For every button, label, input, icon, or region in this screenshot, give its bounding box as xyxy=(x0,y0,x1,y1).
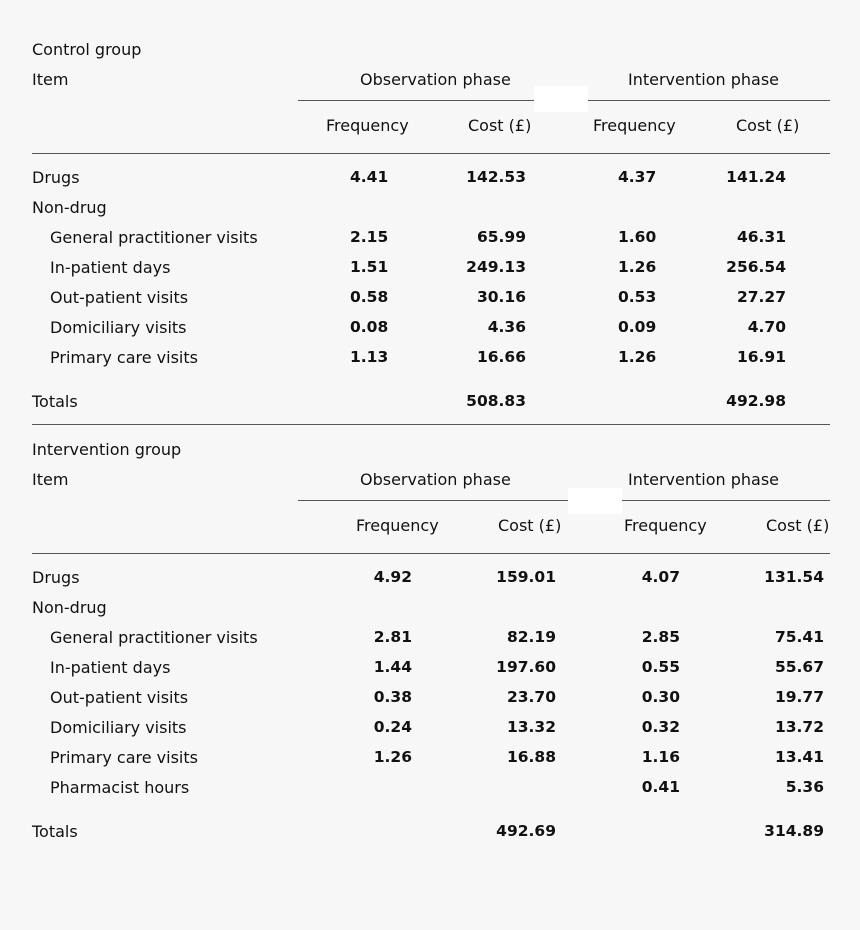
control-intervention-phase-header: Intervention phase xyxy=(628,70,780,89)
row-label: Non-drug xyxy=(32,198,107,217)
int-frequency-cell: 1.26 xyxy=(618,348,657,366)
int-cost-cell: 4.70 xyxy=(747,318,786,336)
intervention-totals-label: Totals xyxy=(32,822,78,841)
intervention-header-rule xyxy=(32,553,830,554)
row-label: In-patient days xyxy=(50,658,171,677)
int-cost-cell: 141.24 xyxy=(726,168,786,186)
obs-frequency-cell: 1.13 xyxy=(350,348,389,366)
control-group-title: Control group xyxy=(32,40,142,59)
obs-frequency-cell: 2.81 xyxy=(373,628,412,646)
int-cost-cell: 131.54 xyxy=(764,568,824,586)
intervention-int-cost-header: Cost (£) xyxy=(766,516,830,535)
control-item-header: Item xyxy=(32,70,69,89)
control-totals-int-cost: 492.98 xyxy=(726,392,786,410)
intervention-group-title: Intervention group xyxy=(32,440,182,459)
control-observation-phase-header: Observation phase xyxy=(360,70,511,89)
intervention-observation-phase-header: Observation phase xyxy=(360,470,511,489)
int-cost-cell: 16.91 xyxy=(736,348,786,366)
int-cost-cell: 27.27 xyxy=(736,288,786,306)
row-label: Primary care visits xyxy=(50,748,198,767)
intervention-intervention-phase-header: Intervention phase xyxy=(628,470,780,489)
row-label: Domiciliary visits xyxy=(50,718,187,737)
obs-frequency-cell: 0.58 xyxy=(350,288,389,306)
int-frequency-cell: 0.09 xyxy=(618,318,657,336)
obs-cost-cell: 23.70 xyxy=(506,688,556,706)
control-rule-gap xyxy=(534,86,588,112)
intervention-phase-rule xyxy=(298,500,830,501)
row-label: Pharmacist hours xyxy=(50,778,190,797)
row-label: Non-drug xyxy=(32,598,107,617)
control-obs-frequency-header: Frequency xyxy=(326,116,409,135)
obs-cost-cell: 159.01 xyxy=(496,568,556,586)
row-label: General practitioner visits xyxy=(50,228,258,247)
control-int-frequency-header: Frequency xyxy=(593,116,676,135)
int-frequency-cell: 0.55 xyxy=(641,658,680,676)
row-label: Out-patient visits xyxy=(50,288,189,307)
row-label: In-patient days xyxy=(50,258,171,277)
obs-cost-cell: 82.19 xyxy=(506,628,556,646)
int-cost-cell: 75.41 xyxy=(774,628,824,646)
obs-cost-cell: 249.13 xyxy=(466,258,526,276)
row-label: Drugs xyxy=(32,168,80,187)
obs-frequency-cell: 1.44 xyxy=(373,658,412,676)
int-cost-cell: 13.72 xyxy=(774,718,824,736)
control-totals-label: Totals xyxy=(32,392,78,411)
int-frequency-cell: 4.07 xyxy=(641,568,680,586)
int-frequency-cell: 0.41 xyxy=(641,778,680,796)
control-totals-obs-cost: 508.83 xyxy=(466,392,526,410)
int-frequency-cell: 0.53 xyxy=(618,288,657,306)
intervention-item-header: Item xyxy=(32,470,69,489)
obs-cost-cell: 65.99 xyxy=(476,228,526,246)
intervention-totals-int-cost: 314.89 xyxy=(764,822,824,840)
row-label: Primary care visits xyxy=(50,348,198,367)
int-frequency-cell: 4.37 xyxy=(618,168,657,186)
obs-frequency-cell: 0.38 xyxy=(373,688,412,706)
intervention-obs-frequency-header: Frequency xyxy=(356,516,439,535)
obs-cost-cell: 16.88 xyxy=(506,748,556,766)
int-frequency-cell: 0.30 xyxy=(641,688,680,706)
int-frequency-cell: 0.32 xyxy=(641,718,680,736)
int-cost-cell: 46.31 xyxy=(736,228,786,246)
int-cost-cell: 19.77 xyxy=(774,688,824,706)
int-frequency-cell: 1.16 xyxy=(641,748,680,766)
obs-frequency-cell: 1.26 xyxy=(373,748,412,766)
obs-cost-cell: 16.66 xyxy=(476,348,526,366)
int-frequency-cell: 1.26 xyxy=(618,258,657,276)
obs-cost-cell: 13.32 xyxy=(506,718,556,736)
row-label: Domiciliary visits xyxy=(50,318,187,337)
obs-frequency-cell: 4.92 xyxy=(373,568,412,586)
intervention-rule-gap xyxy=(568,488,622,514)
obs-frequency-cell: 0.24 xyxy=(373,718,412,736)
int-cost-cell: 13.41 xyxy=(774,748,824,766)
obs-cost-cell: 142.53 xyxy=(466,168,526,186)
obs-cost-cell: 197.60 xyxy=(496,658,556,676)
control-int-cost-header: Cost (£) xyxy=(736,116,800,135)
int-frequency-cell: 1.60 xyxy=(618,228,657,246)
intervention-int-frequency-header: Frequency xyxy=(624,516,707,535)
obs-cost-cell: 30.16 xyxy=(476,288,526,306)
row-label: Drugs xyxy=(32,568,80,587)
obs-frequency-cell: 1.51 xyxy=(350,258,389,276)
control-bottom-rule xyxy=(32,424,830,425)
obs-frequency-cell: 2.15 xyxy=(350,228,389,246)
control-obs-cost-header: Cost (£) xyxy=(468,116,532,135)
int-cost-cell: 256.54 xyxy=(726,258,786,276)
int-frequency-cell: 2.85 xyxy=(641,628,680,646)
obs-frequency-cell: 4.41 xyxy=(350,168,389,186)
intervention-totals-obs-cost: 492.69 xyxy=(496,822,556,840)
control-header-rule xyxy=(32,153,830,154)
intervention-obs-cost-header: Cost (£) xyxy=(498,516,562,535)
row-label: General practitioner visits xyxy=(50,628,258,647)
obs-frequency-cell: 0.08 xyxy=(350,318,389,336)
int-cost-cell: 5.36 xyxy=(785,778,824,796)
row-label: Out-patient visits xyxy=(50,688,189,707)
obs-cost-cell: 4.36 xyxy=(487,318,526,336)
int-cost-cell: 55.67 xyxy=(774,658,824,676)
